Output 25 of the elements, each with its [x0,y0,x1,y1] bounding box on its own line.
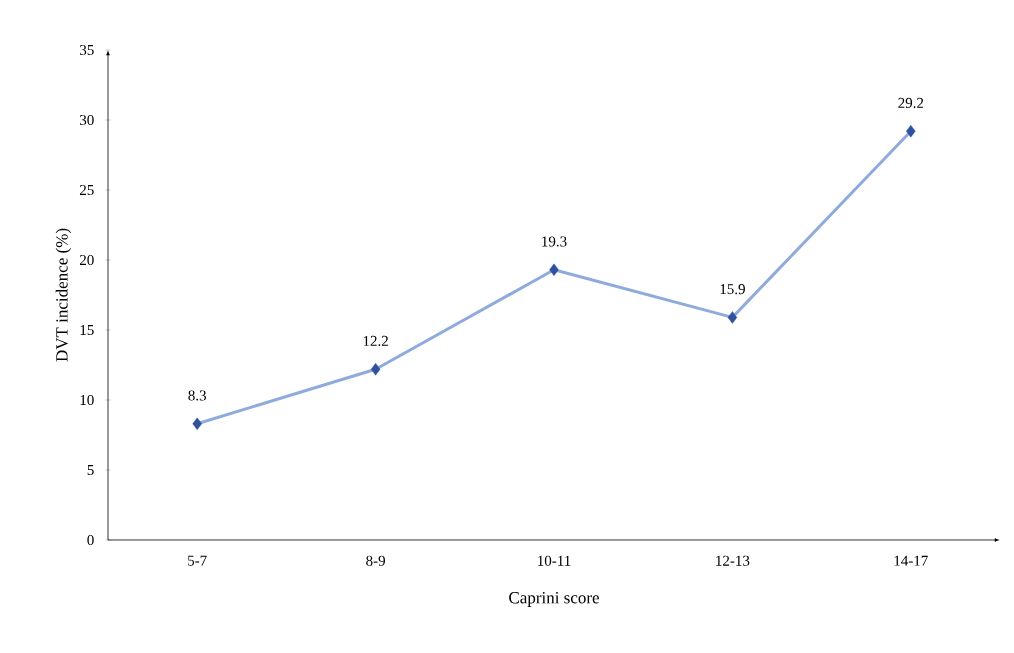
data-label: 12.2 [363,335,388,347]
x-tick-label: 12-13 [716,555,750,566]
y-tick-label: 35 [80,44,94,56]
point [906,124,916,138]
x-tick-label: 10-11 [538,555,571,566]
y-tick-label: 20 [79,254,94,266]
point [727,311,738,324]
point [192,417,202,430]
x-tick-label: 8-9 [366,555,385,566]
data-label: 8.3 [188,390,206,401]
y-tick-label: 0 [87,534,94,546]
data-label: 19.3 [542,236,567,247]
y-tick-label: 15 [80,324,94,336]
data-label: 29.2 [898,97,924,108]
x-tick-label: 14-17 [894,555,928,566]
y-axis-title: DVT incidence (%) [55,228,72,362]
y-tick-label: 5 [87,465,94,475]
point [549,263,559,276]
y-tick-label: 10 [80,394,94,406]
data-label: 15.9 [720,284,745,295]
y-tick-label: 30 [80,114,94,126]
x-tick-label: 5-7 [188,555,207,566]
point [370,363,381,376]
x-axis-title: Caprini score [509,592,599,607]
y-tick-label: 25 [79,184,94,196]
